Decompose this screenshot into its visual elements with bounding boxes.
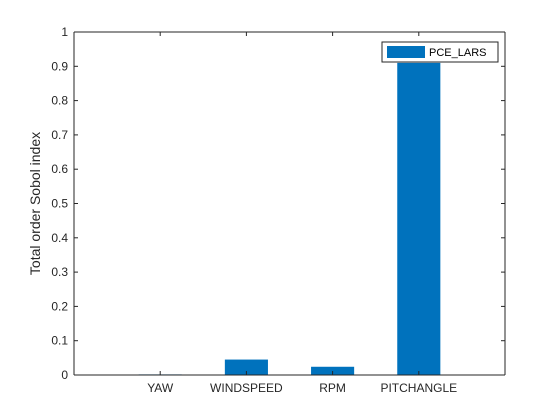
- y-tick-label: 0.2: [51, 299, 68, 313]
- y-tick-label: 0.3: [51, 265, 68, 279]
- x-tick-label: WINDSPEED: [210, 381, 283, 395]
- y-tick-label: 0.1: [51, 334, 68, 348]
- y-axis-label: Total order Sobol index: [27, 132, 43, 275]
- bars: [138, 62, 441, 376]
- legend-swatch: [387, 46, 425, 58]
- y-tick-label: 0.4: [51, 231, 68, 245]
- x-tick-label: YAW: [147, 381, 174, 395]
- y-tick-label: 1: [61, 25, 68, 39]
- bar-windspeed: [224, 359, 268, 375]
- legend-entry: PCE_LARS: [429, 47, 486, 59]
- x-tick-label: PITCHANGLE: [380, 381, 457, 395]
- y-tick-label: 0.7: [51, 128, 68, 142]
- y-tick-label: 0.5: [51, 197, 68, 211]
- y-tick-label: 0.8: [51, 94, 68, 108]
- x-tick-label: RPM: [319, 381, 346, 395]
- bar-pitchangle: [397, 62, 441, 376]
- x-ticks: YAW WINDSPEED RPM PITCHANGLE: [147, 32, 457, 395]
- y-tick-label: 0.9: [51, 59, 68, 73]
- y-tick-label: 0: [61, 368, 68, 382]
- y-tick-label: 0.6: [51, 162, 68, 176]
- y-ticks: 0 0.1 0.2 0.3 0.4 0.5 0.6 0.7 0.8 0.9 1: [51, 25, 505, 382]
- bar-rpm: [311, 366, 355, 375]
- legend: PCE_LARS: [381, 41, 499, 63]
